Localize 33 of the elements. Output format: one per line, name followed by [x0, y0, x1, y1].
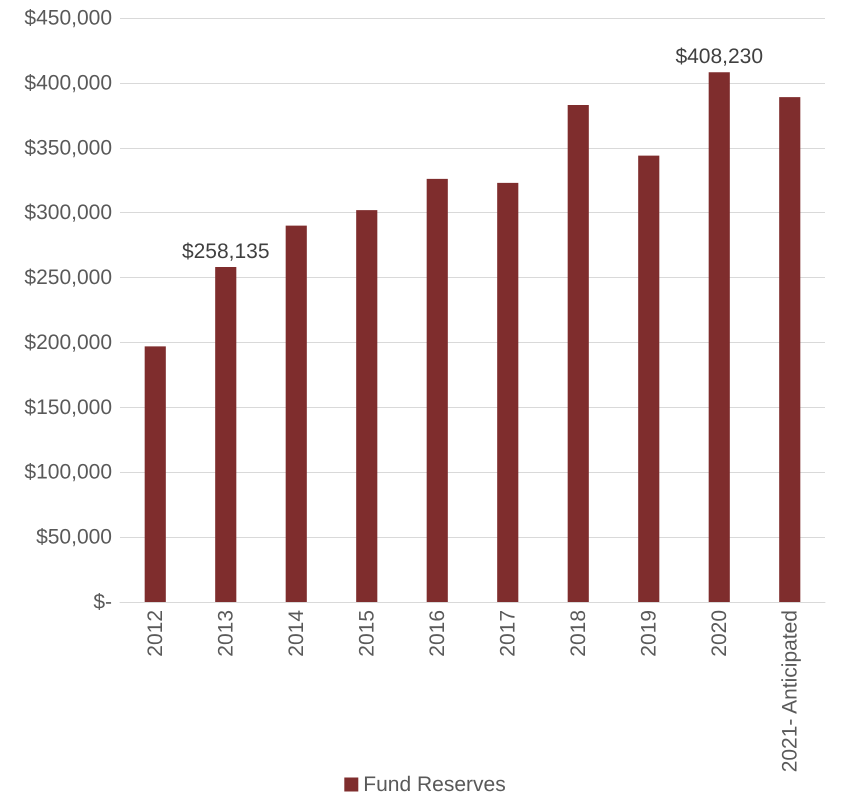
- x-tick-label: 2021- Anticipated: [778, 610, 802, 772]
- y-tick-label: $450,000: [24, 6, 112, 30]
- data-label: $258,135: [182, 240, 270, 263]
- bar: [779, 97, 800, 602]
- x-tick-label: 2019: [637, 610, 660, 657]
- y-tick-label: $50,000: [36, 526, 112, 549]
- bar: [497, 182, 518, 602]
- bar: [286, 226, 307, 602]
- x-tick-label: 2013: [214, 610, 238, 657]
- bar: [708, 72, 730, 602]
- data-label: $408,230: [675, 45, 764, 68]
- y-tick-label: $-: [93, 590, 112, 614]
- y-tick-label: $300,000: [24, 201, 112, 224]
- bar: [426, 178, 448, 602]
- y-tick-label: $250,000: [24, 266, 112, 290]
- legend-label: Fund Reserves: [363, 773, 506, 796]
- bar: [144, 346, 166, 602]
- x-tick-label: 2016: [426, 610, 449, 657]
- x-tick-label: 2020: [708, 610, 731, 657]
- x-tick-label: 2015: [355, 610, 378, 657]
- bar: [215, 267, 236, 602]
- bar: [356, 210, 378, 602]
- x-tick-label: 2014: [284, 610, 308, 657]
- y-tick-label: $100,000: [24, 460, 112, 484]
- bar: [568, 104, 589, 602]
- x-tick-label: 2012: [144, 610, 167, 657]
- y-tick-label: $350,000: [24, 136, 112, 160]
- y-tick-label: $200,000: [24, 330, 112, 354]
- x-tick-label: 2018: [566, 610, 590, 657]
- y-tick-label: $150,000: [24, 396, 112, 419]
- bar: [638, 156, 660, 602]
- y-tick-label: $400,000: [24, 71, 112, 94]
- x-tick-label: 2017: [496, 610, 520, 657]
